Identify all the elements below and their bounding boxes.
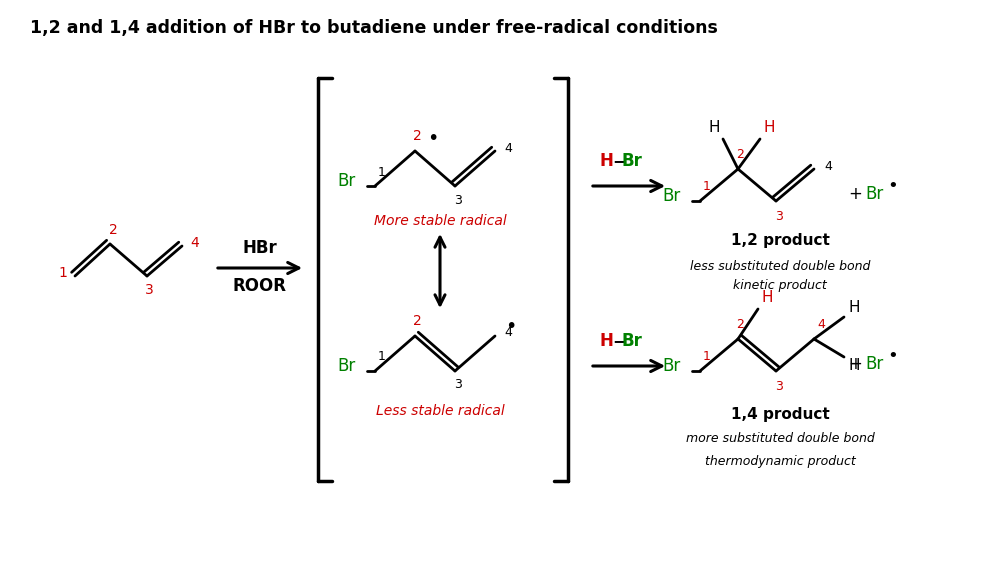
Text: H: H	[708, 119, 719, 135]
Text: H: H	[764, 119, 775, 135]
Text: 3: 3	[776, 380, 783, 392]
Text: 1: 1	[378, 351, 386, 363]
Text: Br: Br	[622, 152, 643, 170]
Text: Br: Br	[622, 332, 643, 350]
Text: +: +	[848, 355, 862, 373]
Text: 1: 1	[703, 351, 711, 363]
Text: HBr: HBr	[242, 239, 278, 257]
Text: −: −	[612, 332, 626, 350]
Text: Br: Br	[338, 357, 356, 375]
Text: 3: 3	[454, 378, 462, 392]
Text: 1: 1	[703, 180, 711, 194]
Text: thermodynamic product: thermodynamic product	[704, 454, 856, 468]
Text: 2: 2	[413, 314, 422, 328]
Text: H: H	[849, 300, 860, 314]
Text: Br: Br	[663, 357, 681, 375]
Text: more substituted double bond: more substituted double bond	[685, 431, 875, 445]
Text: 1: 1	[58, 266, 67, 280]
Text: H: H	[600, 152, 614, 170]
Text: Less stable radical: Less stable radical	[376, 404, 504, 418]
Text: 4: 4	[504, 327, 512, 339]
Text: •: •	[505, 316, 517, 335]
Text: 2: 2	[736, 317, 743, 331]
Text: less substituted double bond: less substituted double bond	[689, 260, 870, 272]
Text: ROOR: ROOR	[233, 277, 287, 295]
Text: 3: 3	[144, 283, 153, 297]
Text: 1,4 product: 1,4 product	[730, 407, 830, 422]
Text: •: •	[888, 177, 899, 195]
Text: 4: 4	[190, 236, 199, 250]
Text: H: H	[600, 332, 614, 350]
Text: Br: Br	[866, 355, 884, 373]
Text: 2: 2	[413, 129, 422, 143]
Text: 1,2 product: 1,2 product	[730, 233, 830, 248]
Text: 4: 4	[817, 317, 825, 331]
Text: More stable radical: More stable radical	[374, 214, 506, 228]
Text: 2: 2	[736, 147, 743, 161]
Text: 1: 1	[378, 165, 386, 179]
Text: Br: Br	[338, 172, 356, 190]
Text: 2: 2	[108, 223, 117, 237]
Text: 4: 4	[824, 160, 832, 172]
Text: 1,2 and 1,4 addition of HBr to butadiene under free-radical conditions: 1,2 and 1,4 addition of HBr to butadiene…	[30, 19, 717, 37]
Text: Br: Br	[663, 187, 681, 205]
Text: 3: 3	[454, 194, 462, 207]
Text: Br: Br	[866, 185, 884, 203]
Text: H: H	[849, 358, 860, 373]
Text: kinetic product: kinetic product	[733, 279, 827, 293]
Text: −: −	[612, 152, 626, 170]
Text: H: H	[762, 290, 773, 305]
Text: •: •	[888, 347, 899, 365]
Text: +: +	[848, 185, 862, 203]
Text: 4: 4	[504, 142, 512, 154]
Text: •: •	[427, 130, 439, 149]
Text: 3: 3	[776, 210, 783, 222]
